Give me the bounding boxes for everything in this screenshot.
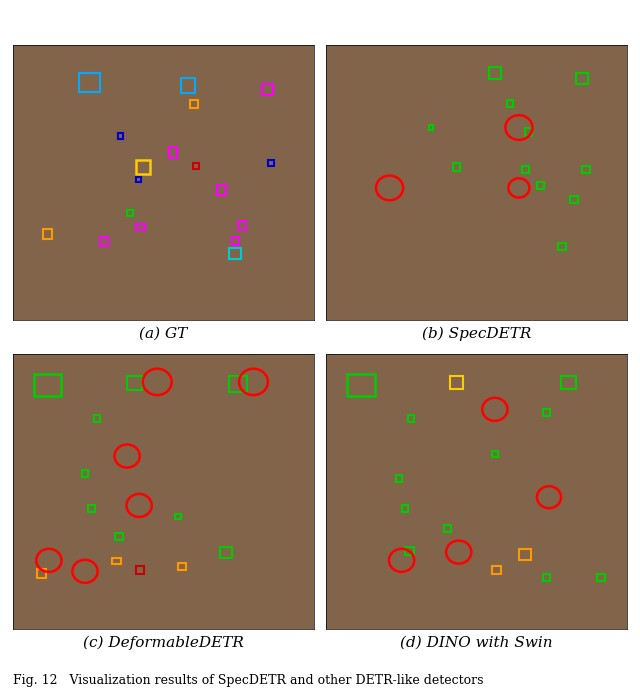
Bar	[229, 377, 248, 391]
Bar	[136, 224, 145, 231]
Bar	[94, 415, 100, 422]
Bar	[118, 133, 124, 139]
Bar	[582, 166, 589, 173]
Bar	[232, 238, 239, 245]
Bar	[220, 546, 232, 557]
Bar	[507, 100, 513, 107]
Bar	[127, 377, 142, 390]
Bar	[429, 125, 433, 130]
Bar	[115, 533, 123, 540]
Bar	[450, 377, 463, 389]
Bar	[127, 210, 132, 216]
Bar	[181, 78, 195, 93]
Text: (d) DINO with Swin: (d) DINO with Swin	[401, 636, 553, 650]
Bar	[136, 566, 143, 574]
Bar	[179, 563, 186, 570]
Bar	[576, 73, 588, 83]
Bar	[193, 163, 198, 169]
Bar	[408, 415, 413, 422]
Bar	[88, 505, 95, 512]
Bar	[190, 100, 198, 108]
Bar	[34, 374, 61, 395]
Bar	[136, 177, 141, 182]
Bar	[522, 166, 529, 173]
Bar	[404, 546, 413, 555]
Bar	[561, 377, 576, 389]
Bar	[100, 238, 108, 245]
Bar	[43, 229, 52, 238]
Bar	[169, 147, 177, 158]
Bar	[519, 549, 531, 560]
Bar	[492, 566, 501, 574]
Bar	[79, 73, 100, 92]
Text: (a) GT: (a) GT	[139, 327, 188, 341]
Text: (b) SpecDETR: (b) SpecDETR	[422, 327, 531, 341]
Bar	[543, 409, 550, 416]
Bar	[348, 374, 374, 395]
Bar	[269, 161, 274, 166]
Bar	[82, 470, 88, 477]
Bar	[444, 525, 451, 532]
Bar	[37, 569, 46, 578]
Bar	[262, 83, 273, 95]
Bar	[136, 161, 150, 174]
Bar	[396, 475, 402, 482]
Bar	[525, 128, 532, 136]
Bar	[112, 557, 121, 564]
Bar	[597, 574, 605, 581]
Bar	[402, 505, 408, 512]
Bar	[452, 163, 460, 172]
Text: (c) DeformableDETR: (c) DeformableDETR	[83, 636, 244, 651]
Bar	[218, 185, 227, 195]
Bar	[558, 243, 566, 250]
Bar	[537, 182, 543, 189]
Text: Fig. 12   Visualization results of SpecDETR and other DETR-like detectors: Fig. 12 Visualization results of SpecDET…	[13, 674, 483, 687]
Bar	[492, 450, 499, 457]
Bar	[489, 67, 501, 79]
Bar	[239, 221, 246, 231]
Bar	[175, 514, 181, 519]
Bar	[229, 248, 241, 259]
Bar	[570, 196, 577, 203]
Bar	[543, 574, 550, 581]
